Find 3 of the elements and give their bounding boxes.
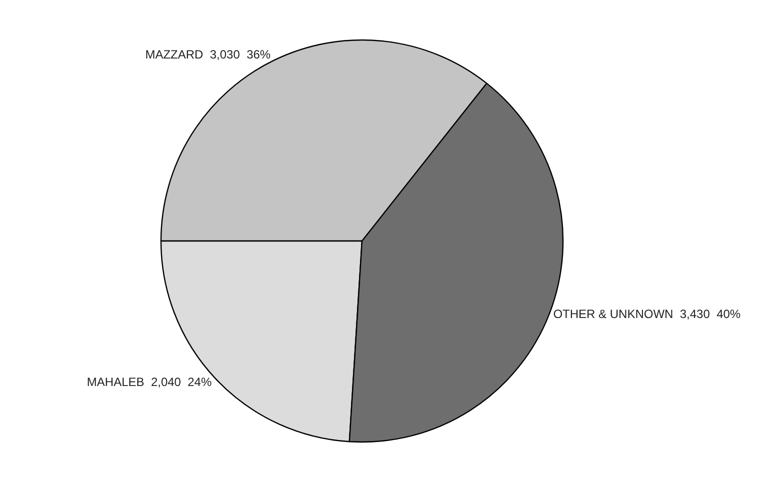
slice-label: OTHER & UNKNOWN 3,430 40% [553,306,741,321]
slice-label: MAZZARD 3,030 36% [145,47,271,62]
slice-label: MAHALEB 2,040 24% [86,374,212,389]
